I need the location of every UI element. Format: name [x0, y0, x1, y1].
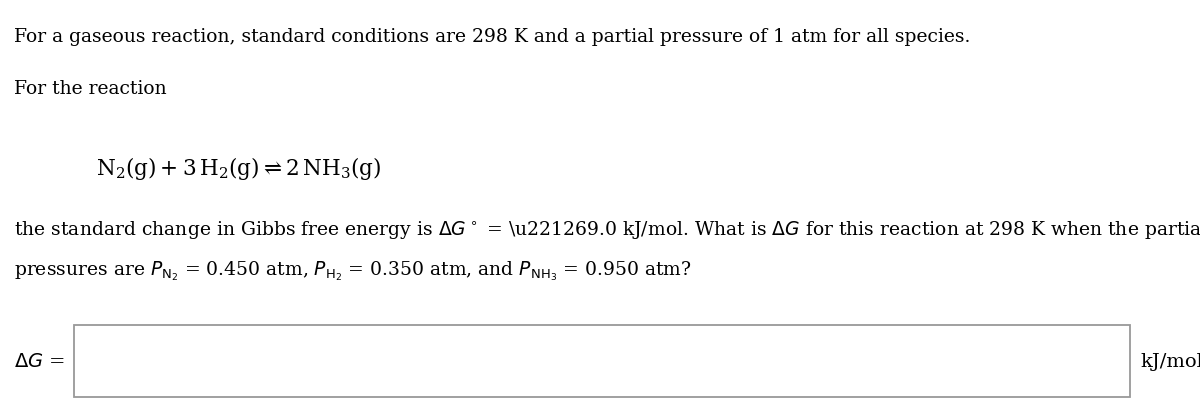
FancyBboxPatch shape [74, 325, 1130, 397]
Text: kJ/mol: kJ/mol [1140, 352, 1200, 370]
Text: For a gaseous reaction, standard conditions are 298 K and a partial pressure of : For a gaseous reaction, standard conditi… [14, 28, 971, 46]
Text: $\mathregular{N_2(g) + 3\,H_2(g) \rightleftharpoons 2\,NH_3(g)}$: $\mathregular{N_2(g) + 3\,H_2(g) \rightl… [96, 154, 382, 181]
Text: the standard change in Gibbs free energy is $\Delta G^\circ$ = \u221269.0 kJ/mol: the standard change in Gibbs free energy… [14, 219, 1200, 241]
Text: For the reaction: For the reaction [14, 80, 167, 98]
Text: $\Delta G$ =: $\Delta G$ = [14, 352, 66, 370]
Text: pressures are $P_{\mathrm{N_2}}$ = 0.450 atm, $P_{\mathrm{H_2}}$ = 0.350 atm, an: pressures are $P_{\mathrm{N_2}}$ = 0.450… [14, 259, 692, 282]
